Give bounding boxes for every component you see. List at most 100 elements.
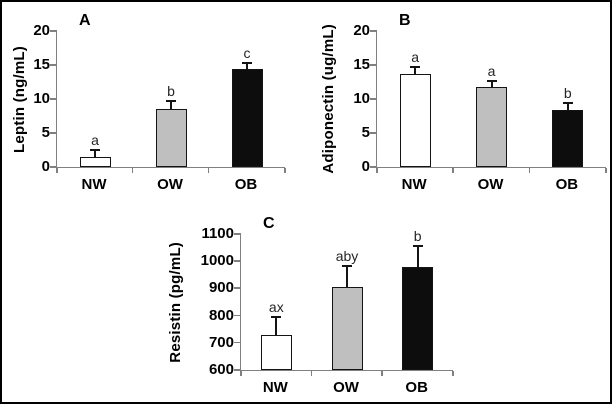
panel-a-leptin-chart: Leptin (ng/mL) 0 5 10 15 20 A a b c NW OW OB — [8, 8, 286, 196]
error-bar-cap-OB — [562, 102, 573, 105]
y-tick-label: 700 — [208, 333, 234, 351]
plot-area: B a a b — [370, 12, 607, 173]
x-tick-mark — [131, 168, 134, 173]
error-bar-OB — [566, 102, 569, 112]
x-tick-mark — [310, 371, 313, 376]
panel-letter: C — [263, 215, 275, 232]
y-tick-label: 5 — [41, 124, 50, 141]
y-tick-label: 600 — [208, 361, 234, 378]
y-tick-mark — [50, 64, 57, 66]
panel-c-resistin-chart: Resistin (pg/mL) 600 700 800 900 1000 1100 C … — [162, 211, 454, 399]
plot-area: A a b c — [50, 12, 286, 173]
bar-OW — [476, 86, 507, 167]
x-category-label-OB: OB — [555, 176, 579, 193]
bar-NW — [260, 334, 292, 370]
y-tick-label: 15 — [353, 56, 370, 73]
y-axis-ticks: 0 5 10 15 20 — [340, 22, 376, 175]
x-axis-labels: NW OW OB — [240, 371, 453, 399]
y-tick-mark — [370, 64, 377, 66]
y-tick-label: 1000 — [200, 252, 234, 270]
y-tick-mark — [234, 341, 241, 344]
y-axis-label: Leptin (ng/mL) — [10, 45, 28, 153]
error-bar-cap-NW — [410, 66, 421, 69]
error-bar-cap-NW — [90, 148, 100, 151]
error-bar-cap-OB — [412, 244, 423, 247]
y-tick-label: 15 — [33, 56, 50, 73]
y-tick-mark — [234, 369, 241, 371]
error-bar-OW — [490, 79, 493, 89]
y-axis-ticks: 600 700 800 900 1000 1100 — [188, 225, 240, 378]
y-tick-label: 5 — [361, 124, 370, 141]
y-axis-label-column: Leptin (ng/mL) — [8, 21, 30, 177]
y-tick-label: 10 — [353, 90, 370, 107]
y-tick-label: 20 — [353, 22, 370, 39]
error-bar-OB — [246, 61, 248, 72]
y-tick-mark — [370, 98, 377, 100]
error-bar-cap-OB — [242, 61, 252, 64]
x-axis-labels: NW OW OB — [56, 168, 285, 196]
significance-label-OW: a — [487, 62, 496, 79]
y-tick-mark — [50, 132, 57, 134]
error-bar-cap-OW — [342, 265, 352, 268]
significance-label-OB: b — [563, 85, 572, 102]
x-category-label-NW: NW — [81, 176, 107, 193]
y-tick-label: 0 — [361, 158, 370, 175]
error-bar-NW — [414, 66, 417, 76]
x-tick-mark — [240, 371, 242, 376]
significance-label-NW: a — [91, 131, 99, 148]
error-bar-OW — [346, 265, 348, 290]
panel-letter: A — [79, 12, 91, 29]
bar-OW — [155, 108, 187, 167]
y-axis-label: Adiponectin (ug/mL) — [319, 24, 337, 174]
bar-NW — [399, 73, 431, 167]
x-tick-mark — [452, 168, 454, 173]
bar-OB — [402, 266, 434, 370]
x-tick-mark — [381, 371, 383, 376]
y-axis-label-column: Adiponectin (ug/mL) — [316, 21, 340, 177]
y-axis-label-column: Resistin (pg/mL) — [162, 224, 188, 380]
x-category-label-OB: OB — [405, 379, 428, 396]
y-tick-mark — [234, 287, 241, 289]
plot-wrap: A a b c NW OW OB — [50, 12, 286, 196]
y-tick-label: 10 — [33, 90, 50, 107]
error-bar-OW — [170, 100, 172, 111]
y-axis-ticks: 0 5 10 15 20 — [30, 22, 56, 175]
significance-label-NW: ax — [268, 298, 284, 315]
x-axis-labels: NW OW OB — [376, 168, 606, 196]
plot-wrap: B a a b NW OW OB — [370, 12, 607, 196]
x-tick-mark — [207, 168, 210, 173]
y-tick-mark — [370, 166, 377, 168]
error-bar-cap-OW — [486, 79, 497, 82]
significance-label-OW: aby — [335, 248, 359, 265]
significance-label-OB: c — [243, 44, 251, 61]
y-tick-label: 900 — [208, 279, 234, 297]
panel-b-adiponectin-chart: Adiponectin (ug/mL) 0 5 10 15 20 B a a b NW OW O… — [316, 8, 607, 196]
y-tick-mark — [234, 314, 241, 317]
significance-label-OW: b — [167, 83, 175, 100]
bar-OW — [331, 287, 363, 370]
error-bar-cap-OW — [166, 100, 176, 103]
x-category-label-OW: OW — [477, 176, 504, 193]
plot-area: C ax aby b — [234, 215, 454, 376]
y-tick-mark — [234, 233, 241, 235]
bar-NW — [79, 156, 111, 167]
significance-label-NW: a — [411, 49, 420, 66]
x-tick-mark — [452, 371, 454, 376]
x-category-label-OW: OW — [157, 176, 183, 193]
x-tick-mark — [56, 168, 58, 173]
plot-wrap: C ax aby b NW OW OB — [234, 215, 454, 399]
x-category-label-OW: OW — [333, 379, 359, 396]
y-tick-mark — [234, 260, 241, 262]
x-category-label-NW: NW — [262, 379, 288, 396]
error-bar-OB — [416, 244, 419, 269]
y-tick-mark — [50, 166, 57, 168]
error-bar-NW — [275, 315, 278, 337]
x-tick-mark — [528, 168, 531, 173]
y-tick-label: 800 — [208, 306, 234, 324]
error-bar-cap-NW — [271, 315, 282, 318]
y-tick-mark — [50, 98, 57, 100]
panel-letter: B — [399, 12, 411, 29]
bar-OB — [552, 109, 584, 167]
error-bar-NW — [94, 148, 96, 159]
